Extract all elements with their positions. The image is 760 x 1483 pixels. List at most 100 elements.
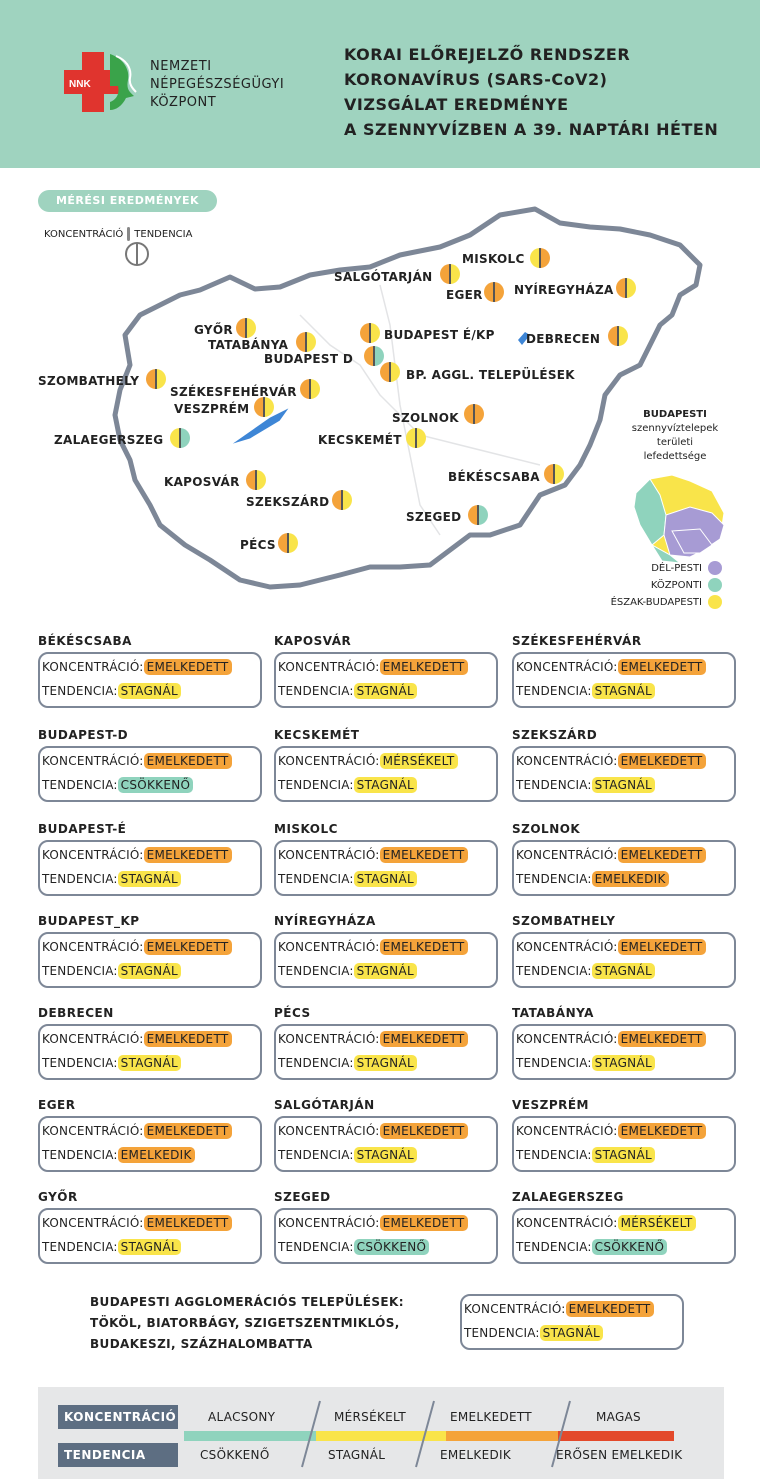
concentration-value: EMELKEDETT [143,753,232,769]
map-status-dot-icon [300,379,320,399]
tendency-value: STAGNÁL [117,683,181,699]
circle-legend-text: KONCENTRÁCIÓ TENDENCIA [44,227,193,241]
concentration-value: EMELKEDETT [143,1031,232,1047]
concentration-label: KONCENTRÁCIÓ: [42,1124,144,1138]
city-card-b-k-scsaba: KONCENTRÁCIÓ: EMELKEDETT TENDENCIA: STAGNÁL [38,652,262,708]
map-status-dot-icon [544,464,564,484]
map-label-ny-regyh-za: NYÍREGYHÁZA [514,283,614,297]
card-city-name: SZEGED [274,1190,331,1204]
concentration-label: KONCENTRÁCIÓ: [516,754,618,768]
band-merseklet [316,1431,446,1441]
card-city-name: NYÍREGYHÁZA [274,914,376,928]
tendency-value: STAGNÁL [353,1055,417,1071]
tendency-label: TENDENCIA: [42,778,118,792]
card-city-name: SZEKSZÁRD [512,728,598,742]
concentration-value: EMELKEDETT [617,847,706,863]
map-label-gy-r: GYŐR [194,323,233,337]
tendency-value: STAGNÁL [117,1055,181,1071]
tendency-value: STAGNÁL [353,683,417,699]
map-status-dot-icon [468,505,488,525]
concentration-value: EMELKEDETT [617,1031,706,1047]
concentration-label: KONCENTRÁCIÓ: [278,1032,380,1046]
card-city-name: PÉCS [274,1006,311,1020]
tendency-label: TENDENCIA: [516,1240,592,1254]
city-card-kaposv-r: KONCENTRÁCIÓ: EMELKEDETT TENDENCIA: STAGNÁL [274,652,498,708]
map-label-szolnok: SZOLNOK [392,411,459,425]
tendency-label: TENDENCIA: [42,1148,118,1162]
city-card-gy-r: KONCENTRÁCIÓ: EMELKEDETT TENDENCIA: STAGNÁL [38,1208,262,1264]
card-city-name: KAPOSVÁR [274,634,352,648]
bp-legend-del-pesti: DÉL-PESTI [651,561,722,575]
city-card-veszpr-m: KONCENTRÁCIÓ: EMELKEDETT TENDENCIA: STAGNÁL [512,1116,736,1172]
map-status-dot-icon [296,332,316,352]
tendency-value: STAGNÁL [591,1147,655,1163]
concentration-label: KONCENTRÁCIÓ: [42,848,144,862]
concentration-label: KONCENTRÁCIÓ: [278,848,380,862]
concentration-label: KONCENTRÁCIÓ: [42,660,144,674]
tendency-label: TENDENCIA: [516,1148,592,1162]
concentration-label: KONCENTRÁCIÓ: [278,660,380,674]
city-card-eger: KONCENTRÁCIÓ: EMELKEDETT TENDENCIA: EMELKED… [38,1116,262,1172]
city-card-szombathely: KONCENTRÁCIÓ: EMELKEDETT TENDENCIA: STAGNÁL [512,932,736,988]
map-label-szeged: SZEGED [406,510,462,524]
tendency-label: TENDENCIA: [278,872,354,886]
map-status-dot-icon [380,362,400,382]
tendency-label: TENDENCIA: [278,1240,354,1254]
tendency-label: TENDENCIA: [516,1056,592,1070]
band-emelkedett [446,1431,558,1441]
map-status-dot-icon [246,470,266,490]
city-card-szolnok: KONCENTRÁCIÓ: EMELKEDETT TENDENCIA: EMELKED… [512,840,736,896]
tendency-value: CSÖKKENŐ [353,1239,430,1255]
tendency-value: STAGNÁL [591,683,655,699]
map-label-b-k-scsaba: BÉKÉSCSABA [448,470,540,484]
concentration-label: KONCENTRÁCIÓ: [42,1032,144,1046]
tendency-label: TENDENCIA: [42,872,118,886]
city-card-salg-tarj-n: KONCENTRÁCIÓ: EMELKEDETT TENDENCIA: STAGNÁL [274,1116,498,1172]
concentration-value: EMELKEDETT [143,659,232,675]
map-label-miskolc: MISKOLC [462,252,525,266]
tendency-label: TENDENCIA: [278,778,354,792]
map-label-salg-tarj-n: SALGÓTARJÁN [334,270,433,284]
tendency-value: STAGNÁL [591,1055,655,1071]
map-status-dot-icon [332,490,352,510]
map-status-dot-icon [170,428,190,448]
card-city-name: GYŐR [38,1190,78,1204]
city-card-tatab-nya: KONCENTRÁCIÓ: EMELKEDETT TENDENCIA: STAGNÁL [512,1024,736,1080]
concentration-label: KONCENTRÁCIÓ: [516,1124,618,1138]
split-circle-icon [125,242,149,266]
card-city-name: BUDAPEST-É [38,822,127,836]
tendency-label: TENDENCIA: [516,778,592,792]
card-city-name: SALGÓTARJÁN [274,1098,375,1112]
concentration-value: EMELKEDETT [379,939,468,955]
budapest-inset-title: BUDAPESTI szennyvíztelepek területi lefe… [631,409,719,462]
concentration-label: KONCENTRÁCIÓ: [278,1124,380,1138]
map-status-dot-icon [254,397,274,417]
budapest-inset-map [633,474,725,564]
map-status-dot-icon [360,323,380,343]
card-city-name: ZALAEGERSZEG [512,1190,624,1204]
tendency-value: STAGNÁL [353,1147,417,1163]
agglomeration-text: BUDAPESTI AGGLOMERÁCIÓS TELEPÜLÉSEK: TÖK… [90,1295,404,1351]
card-city-name: KECSKEMÉT [274,728,360,742]
city-card-kecskem-t: KONCENTRÁCIÓ: MÉRSÉKELT TENDENCIA: STAGNÁL [274,746,498,802]
tendency-label: TENDENCIA: [42,964,118,978]
city-card-debrecen: KONCENTRÁCIÓ: EMELKEDETT TENDENCIA: STAGNÁL [38,1024,262,1080]
tendency-label: TENDENCIA: [42,684,118,698]
map-status-dot-icon [364,346,384,366]
concentration-label: KONCENTRÁCIÓ: [278,754,380,768]
concentration-value: EMELKEDETT [617,659,706,675]
map-label-tatab-nya: TATABÁNYA [208,338,289,352]
concentration-label: KONCENTRÁCIÓ: [278,1216,380,1230]
map-label-zalaegerszeg: ZALAEGERSZEG [54,433,164,447]
tendency-label: TENDENCIA: [278,1148,354,1162]
concentration-value: EMELKEDETT [379,1123,468,1139]
map-label-szeksz-rd: SZEKSZÁRD [246,495,330,509]
concentration-value: EMELKEDETT [617,939,706,955]
color-scale-legend: KONCENTRÁCIÓ TENDENCIA ALACSONY MÉRSÉKEL… [38,1387,724,1479]
page-title: KORAI ELŐREJELZŐ RENDSZER KORONAVÍRUS (S… [344,45,719,139]
band-magas [558,1431,674,1441]
tendency-value: EMELKEDIK [591,871,669,887]
scale-stagnal: STAGNÁL [328,1448,386,1462]
map-status-dot-icon [608,326,628,346]
scale-emelkedett: EMELKEDETT [450,1410,532,1424]
